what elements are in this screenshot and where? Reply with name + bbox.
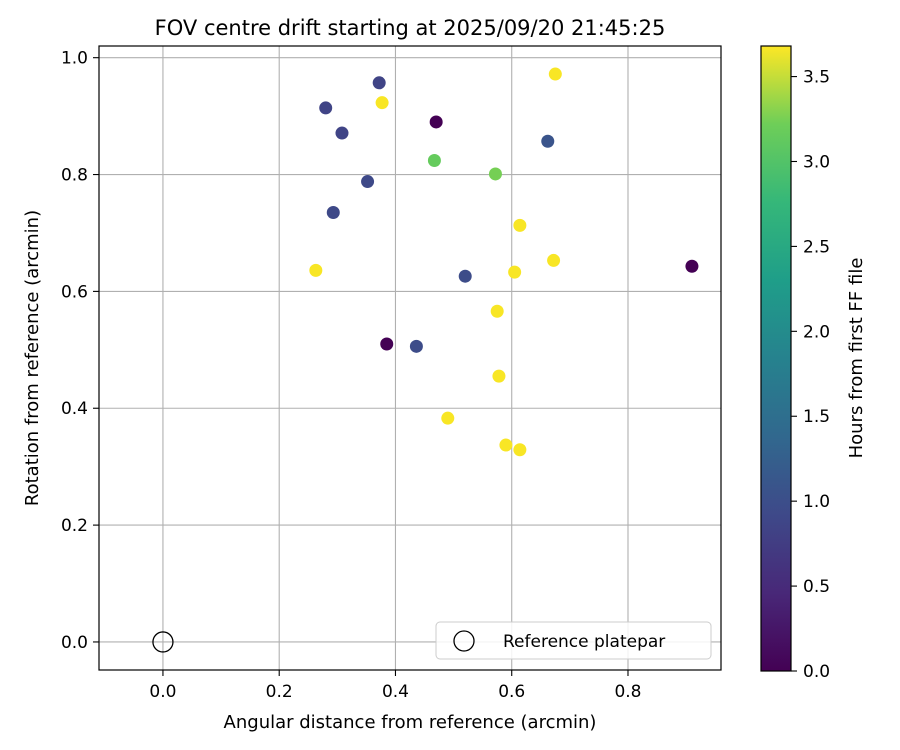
data-point bbox=[547, 253, 561, 267]
legend-box bbox=[435, 621, 712, 660]
x-tick-label: 0.2 bbox=[266, 682, 293, 702]
colorbar-tick-label: 3.5 bbox=[803, 68, 830, 88]
data-point bbox=[513, 218, 527, 232]
data-point bbox=[427, 154, 441, 168]
chart-title: FOV centre drift starting at 2025/09/20 … bbox=[155, 16, 666, 40]
x-axis-ticks: 0.0 0.2 0.4 0.6 0.8 bbox=[149, 670, 642, 702]
legend: Reference platepar bbox=[435, 621, 712, 660]
grid-lines bbox=[99, 46, 721, 670]
data-point bbox=[508, 265, 522, 279]
legend-entry-reference: Reference platepar bbox=[503, 632, 665, 652]
data-point bbox=[488, 167, 502, 181]
x-tick-label: 0.0 bbox=[149, 682, 176, 702]
data-point bbox=[492, 369, 506, 383]
y-tick-label: 0.6 bbox=[61, 282, 88, 302]
reference-marker-layer bbox=[152, 631, 174, 653]
data-point bbox=[513, 443, 527, 457]
data-point bbox=[375, 96, 389, 110]
data-point bbox=[541, 134, 555, 148]
colorbar-ticks: 0.0 0.5 1.0 1.5 2.0 2.5 3.0 3.5 bbox=[791, 68, 830, 682]
data-point bbox=[372, 76, 386, 90]
data-point bbox=[319, 101, 333, 115]
y-tick-label: 0.8 bbox=[61, 166, 88, 186]
data-points bbox=[309, 67, 699, 457]
x-axis-label: Angular distance from reference (arcmin) bbox=[224, 712, 597, 733]
colorbar-label: Hours from first FF file bbox=[846, 258, 867, 459]
data-point bbox=[309, 263, 323, 277]
colorbar-gradient bbox=[760, 45, 792, 672]
legend-reference-marker bbox=[453, 630, 475, 652]
data-point bbox=[429, 115, 443, 129]
data-point bbox=[409, 339, 423, 353]
data-point bbox=[548, 67, 562, 81]
data-point bbox=[441, 411, 455, 425]
colorbar-tick-label: 1.0 bbox=[803, 492, 830, 512]
y-axis-ticks: 0.0 0.2 0.4 0.6 0.8 1.0 bbox=[61, 49, 99, 653]
plot-frame bbox=[98, 45, 722, 671]
data-point bbox=[685, 259, 699, 273]
x-tick-label: 0.4 bbox=[382, 682, 409, 702]
y-tick-label: 0.2 bbox=[61, 516, 88, 536]
reference-platepar-marker bbox=[152, 631, 174, 653]
colorbar-tick-label: 0.0 bbox=[803, 662, 830, 682]
x-tick-label: 0.8 bbox=[614, 682, 641, 702]
colorbar-tick-label: 0.5 bbox=[803, 577, 830, 597]
colorbar-tick-label: 1.5 bbox=[803, 407, 830, 427]
data-point bbox=[499, 438, 513, 452]
data-point bbox=[490, 304, 504, 318]
colorbar-tick-label: 3.0 bbox=[803, 152, 830, 172]
y-axis-label: Rotation from reference (arcmin) bbox=[22, 210, 43, 506]
y-tick-label: 0.0 bbox=[61, 633, 88, 653]
data-point bbox=[380, 337, 394, 351]
x-tick-label: 0.6 bbox=[498, 682, 525, 702]
colorbar-tick-label: 2.0 bbox=[803, 322, 830, 342]
colorbar-tick-label: 2.5 bbox=[803, 237, 830, 257]
data-point bbox=[361, 175, 375, 189]
data-point bbox=[458, 269, 472, 283]
colorbar: 0.0 0.5 1.0 1.5 2.0 2.5 3.0 3.5 Hours from firs… bbox=[760, 45, 867, 682]
y-tick-label: 1.0 bbox=[61, 49, 88, 69]
data-point bbox=[326, 206, 340, 220]
data-point bbox=[335, 126, 349, 140]
y-tick-label: 0.4 bbox=[61, 399, 88, 419]
